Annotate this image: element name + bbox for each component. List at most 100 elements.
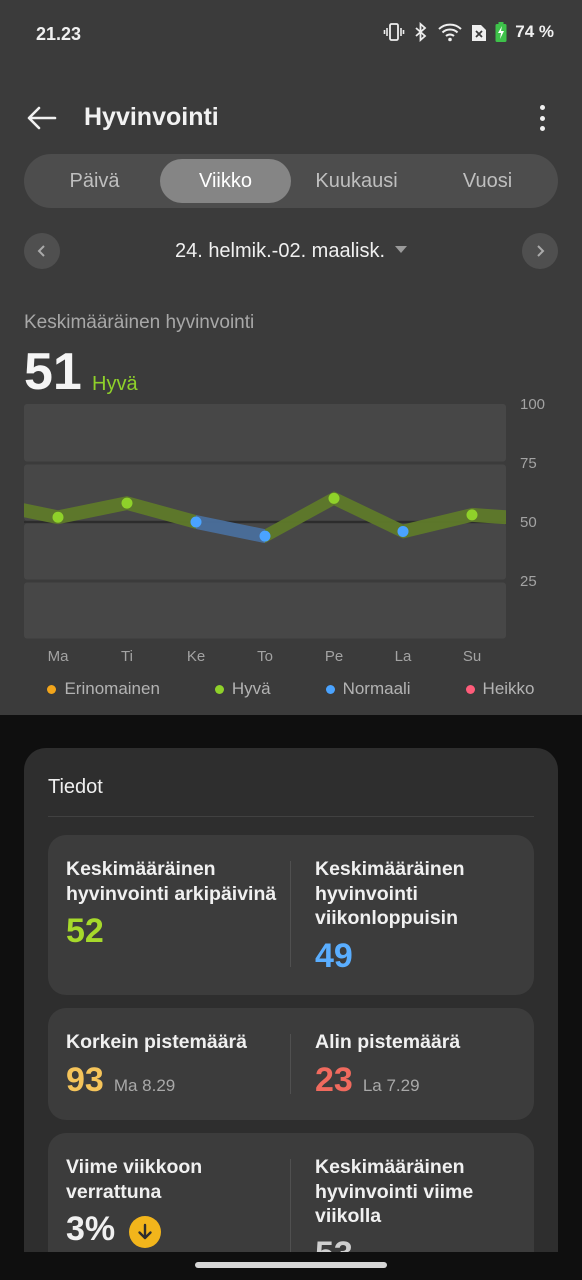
battery-level: 74 % [515,22,554,41]
trend-band-segment [127,496,196,529]
stat-value: 23 [315,1060,353,1099]
stat-time: Ma 8.29 [113,1075,176,1095]
legend-item-normal: Normaali [325,679,411,699]
details-card: Tiedot Keskimääräinen hyvinvointi arkipä… [24,748,558,1280]
x-tick-label: Ke [187,648,205,665]
stat-label: Viime viikkoon verrattuna [66,1156,203,1203]
tab-month[interactable]: Kuukausi [315,169,398,192]
chart-band [24,404,506,462]
trend-band-segment [24,503,58,525]
tile-separator [290,861,291,967]
stat-value: 3% [66,1210,116,1248]
data-point [52,511,64,523]
tile-weekday-weekend: Keskimääräinen hyvinvointi arkipäivinä 5… [48,835,534,995]
stat-label: Alin pistemäärä [315,1031,461,1053]
y-tick-label: 100 [520,396,545,413]
y-tick-label: 25 [520,573,537,590]
chart-band [24,582,506,639]
page-title: Hyvinvointi [84,103,219,131]
more-vert-icon [539,105,545,110]
home-indicator[interactable] [195,1262,387,1268]
legend-label: Hyvä [231,679,271,698]
status-icons: 74 % [383,22,554,42]
tile-separator [290,1159,291,1279]
stat-label: Keskimääräinen hyvinvointi viime viikoll… [315,1156,474,1227]
stat-value: 52 [66,912,104,950]
x-tick-label: To [257,648,273,665]
lowest-score-stat: Alin pistemäärä 23 La 7.29 [315,1030,534,1100]
tab-day[interactable]: Päivä [69,169,120,192]
trend-band-segment [472,507,506,525]
stat-label: Korkein pistemäärä [66,1031,247,1053]
x-tick-label: Su [463,648,481,665]
x-tick-label: La [395,648,412,665]
trend-band-segment [58,496,127,525]
trend-band-segment [334,491,403,539]
previous-period-button[interactable] [24,233,60,269]
legend-item-excellent: Erinomainen [47,679,160,699]
trend-band-segment [403,507,472,539]
legend-dot [465,684,475,694]
period-tabs: Päivä Viikko Kuukausi Vuosi [24,154,558,208]
last-week-average-stat: Keskimääräinen hyvinvointi viime viikoll… [315,1155,534,1274]
data-point [259,530,271,542]
data-point [190,516,202,528]
back-arrow-icon [27,106,57,130]
stat-label: Keskimääräinen hyvinvointi arkipäivinä [66,858,277,905]
weekend-stat: Keskimääräinen hyvinvointi viikonloppuis… [315,857,534,976]
no-sim-icon [472,25,487,41]
more-options-button[interactable] [530,102,554,134]
vibrate-icon [383,23,405,41]
stat-value: 49 [315,936,353,975]
legend-dot [47,684,57,694]
next-period-button[interactable] [522,233,558,269]
stat-value: 93 [66,1060,104,1099]
legend-dot [325,684,335,694]
battery-charging-icon [495,22,507,42]
tab-year[interactable]: Vuosi [462,169,513,192]
legend-label: Normaali [342,679,411,698]
legend-item-poor: Heikko [465,679,535,699]
caret-down-icon [395,246,408,254]
y-tick-label: 50 [520,514,537,531]
tile-high-low: Korkein pistemäärä 93 Ma 8.29 Alin pistem… [48,1008,534,1120]
weekday-stat: Keskimääräinen hyvinvointi arkipäivinä 5… [66,857,286,951]
x-tick-label: Ti [121,648,133,665]
chart-band [24,523,506,580]
data-point [328,492,340,504]
legend-label: Erinomainen [64,679,160,698]
date-range-selector[interactable]: 24. helmik.-02. maalisk. [0,240,582,263]
data-point [466,509,478,521]
y-tick-label: 75 [520,455,537,472]
arrow-down-icon [129,1215,162,1248]
data-point [397,525,409,537]
average-score: 51 [24,343,82,401]
x-tick-label: Ma [48,648,69,665]
trend-band-segment [265,491,334,544]
week-comparison-stat: Viime viikkoon verrattuna 3% [66,1155,286,1249]
details-title: Tiedot [48,776,103,798]
legend-dot [214,684,224,694]
legend-item-good: Hyvä [214,679,271,699]
tab-week[interactable]: Viikko [160,159,291,203]
bluetooth-icon [415,22,427,42]
data-point [121,497,133,509]
x-tick-label: Pe [325,648,343,665]
wellbeing-chart: 100 75 50 25 Ma Ti Ke To Pe La Su [24,396,545,665]
chart-legend: Erinomainen Hyvä Normaali Heikko [0,679,582,699]
tile-separator [290,1034,291,1094]
divider [48,816,534,817]
stat-label: Keskimääräinen hyvinvointi viikonloppuis… [315,858,465,929]
stat-time: La 7.29 [362,1075,420,1095]
chevron-left-icon [37,245,45,257]
date-range-text: 24. helmik.-02. maalisk. [174,240,386,262]
average-label: Keskimääräinen hyvinvointi [24,312,255,333]
legend-label: Heikko [482,679,535,698]
highest-score-stat: Korkein pistemäärä 93 Ma 8.29 [66,1030,286,1100]
status-time: 21.23 [36,24,82,44]
trend-band-segment [196,515,265,544]
wifi-icon [438,23,462,42]
score-status: Hyvä [92,373,138,395]
chevron-right-icon [537,245,545,257]
back-button[interactable] [22,100,62,136]
